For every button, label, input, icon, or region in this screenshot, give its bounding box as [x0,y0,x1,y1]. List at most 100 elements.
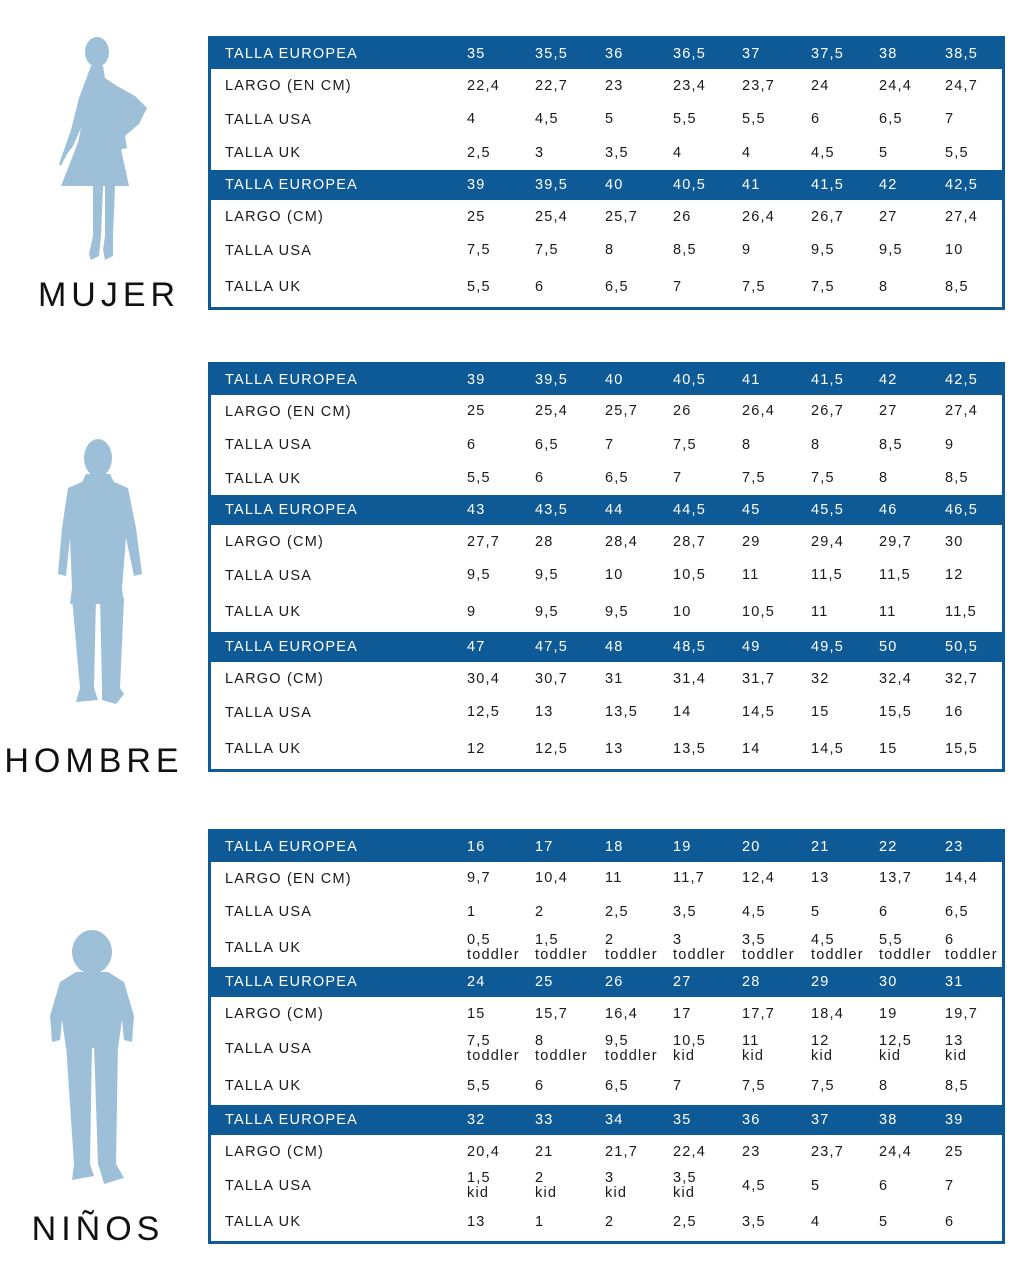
size-cell: 2,5 [467,144,491,161]
size-cell: 11,5 [811,567,843,583]
size-cell: 9,5 [535,567,559,583]
size-cell: 14 [742,740,761,757]
table-row: TALLA USA 4 4,5 5 5,5 5,5 6 6,5 7 [211,103,1002,136]
size-cell: 20,4 [467,1143,501,1160]
size-cell: 34 [605,1111,624,1128]
table-row: TALLA UK 0,5 toddler 1,5 toddler 2 toddler 3… [211,929,1002,967]
size-cell: 24 [467,973,486,990]
row-label: TALLA EUROPEA [225,177,358,193]
size-cell: 6,5 [945,903,969,920]
size-cell: 13,5 [605,704,639,720]
size-cell: 26,4 [742,403,776,419]
size-cell: 8 [879,1077,889,1094]
size-cell: 27,4 [945,208,979,225]
size-cell: 43 [467,501,486,518]
size-cell: 39,5 [535,371,569,388]
size-cell: 6,5 [535,436,559,453]
size-cell: 9,5 [811,242,835,258]
size-cell: 0,5 toddler [467,932,520,963]
size-cell: 26,7 [811,403,845,419]
size-cell: 7,5 [742,1077,766,1094]
table-row: TALLA USA 9,5 9,5 10 10,5 11 11,5 11,5 12 [211,559,1002,592]
size-cell: 36 [605,45,624,62]
size-cell: 17,7 [742,1005,776,1022]
size-cell: 6 [535,1077,545,1094]
size-cell: 50,5 [945,638,979,655]
size-cell: 5,5 toddler [879,932,932,963]
size-cell: 27 [879,403,898,419]
row-label: TALLA UK [225,1214,302,1230]
size-cell: 9,5 [467,567,491,583]
size-cell: 14,5 [811,740,845,757]
size-cell: 7 [673,1077,683,1094]
size-cell: 3,5 [673,903,697,920]
row-label: TALLA USA [225,437,313,453]
size-cell: 27 [879,208,898,225]
size-cell: 8 toddler [535,1033,588,1064]
size-cell: 6,5 [605,278,629,295]
size-cell: 15 [811,704,830,720]
size-cell: 10,5 kid [673,1033,707,1064]
size-cell: 27 [673,973,692,990]
row-label: TALLA UK [225,741,302,757]
size-cell: 19 [673,838,692,855]
size-cell: 5,5 [467,278,491,295]
size-cell: 25,7 [605,403,639,419]
size-cell: 14,4 [945,870,979,886]
header-row: TALLA EUROPEA 24 25 26 27 28 29 30 31 [211,967,1002,997]
size-cell: 11 [742,567,760,583]
size-cell: 6,5 [605,1077,629,1094]
size-cell: 4,5 [535,111,559,127]
table-row: TALLA USA 6 6,5 7 7,5 8 8 8,5 9 [211,428,1002,462]
size-cell: 39,5 [535,176,569,193]
table-row: TALLA UK 12 12,5 13 13,5 14 14,5 15 15,5 [211,729,1002,769]
row-label: LARGO (EN CM) [225,870,352,887]
size-cell: 22,4 [467,77,501,94]
row-label: TALLA UK [225,470,302,487]
row-label: LARGO (EN CM) [225,78,352,94]
row-label: TALLA USA [225,242,313,259]
size-cell: 21 [811,838,830,855]
size-cell: 6 [535,470,545,486]
size-cell: 21 [535,1143,554,1160]
size-cell: 2,5 [673,1213,697,1230]
size-cell: 49,5 [811,638,845,655]
size-cell: 7 [673,278,683,295]
size-cell: 45 [742,501,761,518]
table-row: TALLA UK 13 1 2 2,5 3,5 4 5 6 [211,1203,1002,1241]
size-cell: 24,4 [879,77,913,94]
size-cell: 12 [945,567,964,583]
size-cell: 18 [605,838,624,855]
header-row: TALLA EUROPEA 32 33 34 35 36 37 38 39 [211,1105,1002,1135]
size-cell: 32,7 [945,670,979,687]
size-cell: 42,5 [945,371,979,388]
size-cell: 30 [945,533,964,550]
table-row: TALLA UK 2,5 3 3,5 4 4 4,5 5 5,5 [211,136,1002,170]
size-cell: 4,5 [742,903,766,920]
size-cell: 5,5 [945,144,969,161]
section-label-mujer: MUJER [37,276,181,314]
size-cell: 7,5 [535,242,559,258]
size-cell: 32 [811,670,830,687]
size-cell: 6,5 [879,111,903,127]
size-cell: 10,4 [535,870,569,886]
size-cell: 42,5 [945,176,979,193]
child-silhouette-icon [48,930,138,1190]
size-cell: 40 [605,371,624,388]
size-cell: 9,5 [879,242,903,258]
size-cell: 16 [945,704,964,720]
row-label: TALLA EUROPEA [225,839,358,855]
size-cell: 28,4 [605,533,639,550]
size-cell: 29,7 [879,533,913,550]
size-cell: 23 [742,1143,761,1160]
size-cell: 11 [605,870,623,886]
size-cell: 49 [742,638,761,655]
table-row: LARGO (CM) 27,7 28 28,4 28,7 29 29,4 29,7 30 [211,525,1002,559]
size-cell: 11 [811,603,829,620]
size-cell: 43,5 [535,501,569,518]
size-cell: 5,5 [467,1077,491,1094]
size-cell: 23 [605,77,624,94]
size-cell: 37 [811,1111,830,1128]
size-cell: 26 [673,208,692,225]
row-label: TALLA USA [225,1041,313,1057]
